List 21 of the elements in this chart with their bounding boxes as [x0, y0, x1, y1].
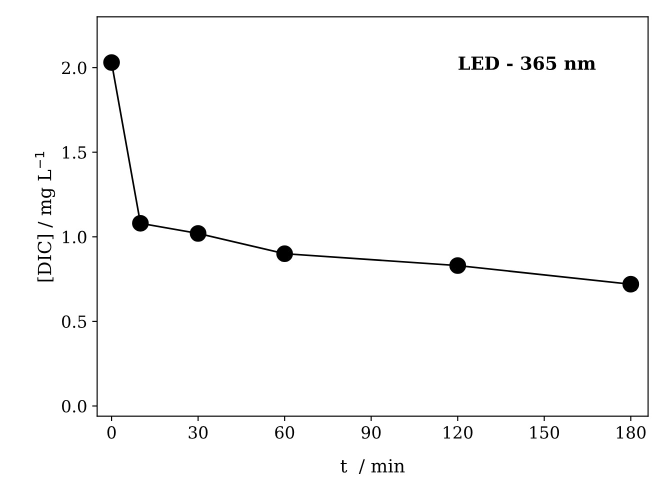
x-tick-label: 150	[530, 426, 560, 439]
x-tick-label: 0	[107, 426, 116, 439]
point	[190, 225, 206, 242]
point	[103, 54, 120, 71]
x-axis-title: t / min	[340, 459, 405, 474]
point	[276, 245, 293, 262]
y-axis-title: [DIC] / mg L$^{−1}$	[34, 152, 56, 282]
x-tick-label: 90	[362, 426, 381, 439]
y-tick-label: 0.5	[62, 315, 86, 328]
x-tick-label: 30	[188, 426, 208, 439]
point	[622, 276, 640, 293]
x-tick-label: 120	[444, 426, 473, 439]
x-tick-label: 180	[616, 426, 646, 439]
point	[449, 257, 466, 274]
y-tick-label: 1.0	[62, 230, 86, 244]
y-tick-label: 1.5	[62, 146, 86, 159]
x-tick-label: 60	[275, 426, 294, 439]
y-tick-label: 0.0	[62, 400, 86, 413]
y-tick-label: 2.0	[62, 62, 86, 74]
point	[132, 214, 149, 232]
annotation: LED - 365 nm	[458, 56, 596, 70]
